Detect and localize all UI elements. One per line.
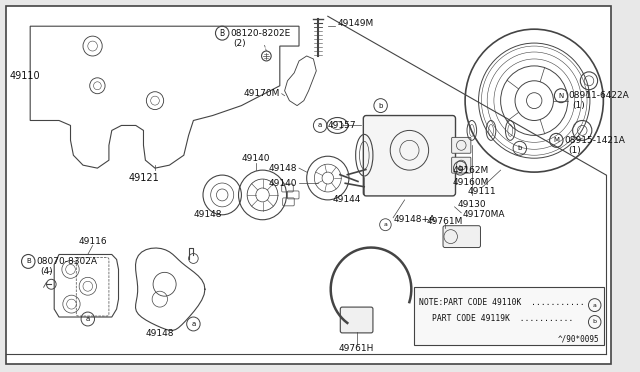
Text: a: a: [191, 321, 196, 327]
Text: PART CODE 49119K  ...........: PART CODE 49119K ...........: [431, 314, 573, 324]
Text: 49148+A: 49148+A: [393, 215, 435, 224]
Text: NOTE:PART CODE 49110K  ...........: NOTE:PART CODE 49110K ...........: [419, 298, 585, 307]
Text: 49149M: 49149M: [337, 19, 374, 28]
Text: 49110: 49110: [9, 71, 40, 81]
Text: 49140: 49140: [241, 154, 270, 163]
Text: a: a: [86, 316, 90, 322]
FancyBboxPatch shape: [452, 157, 471, 173]
Text: b: b: [458, 165, 463, 171]
Text: N: N: [559, 93, 564, 99]
Text: 49144: 49144: [333, 195, 361, 204]
Text: 49148: 49148: [145, 329, 174, 339]
FancyBboxPatch shape: [340, 307, 373, 333]
Text: 08911-6422A: 08911-6422A: [569, 91, 630, 100]
Text: (1): (1): [573, 101, 586, 110]
Text: b: b: [518, 145, 522, 151]
Text: 49160M: 49160M: [452, 177, 489, 186]
Text: 49157: 49157: [328, 121, 356, 130]
Text: 49148: 49148: [269, 164, 297, 173]
Text: 49111: 49111: [467, 187, 496, 196]
Text: 49148: 49148: [193, 210, 222, 219]
Text: 49170MA: 49170MA: [462, 210, 505, 219]
Text: a: a: [383, 222, 387, 227]
Text: ^/90*0095: ^/90*0095: [558, 334, 600, 343]
FancyBboxPatch shape: [452, 137, 471, 153]
Text: b: b: [593, 320, 596, 324]
Text: a: a: [318, 122, 323, 128]
Text: 49140: 49140: [269, 179, 297, 187]
Text: 08120-8202E: 08120-8202E: [230, 29, 290, 38]
Text: 08070-8302A: 08070-8302A: [36, 257, 97, 266]
Text: 49130: 49130: [458, 201, 486, 209]
Text: b: b: [378, 103, 383, 109]
Text: 49761H: 49761H: [339, 344, 374, 353]
Text: (1): (1): [568, 146, 580, 155]
Text: 49761M: 49761M: [427, 217, 463, 226]
Text: M: M: [554, 137, 559, 143]
Text: 49162M: 49162M: [452, 166, 489, 174]
Text: B: B: [26, 259, 31, 264]
Text: 49121: 49121: [128, 173, 159, 183]
Text: (4): (4): [40, 267, 52, 276]
FancyBboxPatch shape: [6, 6, 611, 364]
Text: 49170M: 49170M: [243, 89, 280, 98]
Text: a: a: [593, 302, 596, 308]
FancyBboxPatch shape: [443, 226, 481, 247]
Text: 08915-1421A: 08915-1421A: [564, 136, 625, 145]
Text: (2): (2): [234, 39, 246, 48]
Text: 49116: 49116: [78, 237, 107, 246]
FancyBboxPatch shape: [364, 116, 456, 196]
FancyBboxPatch shape: [414, 287, 604, 345]
Text: B: B: [220, 29, 225, 38]
